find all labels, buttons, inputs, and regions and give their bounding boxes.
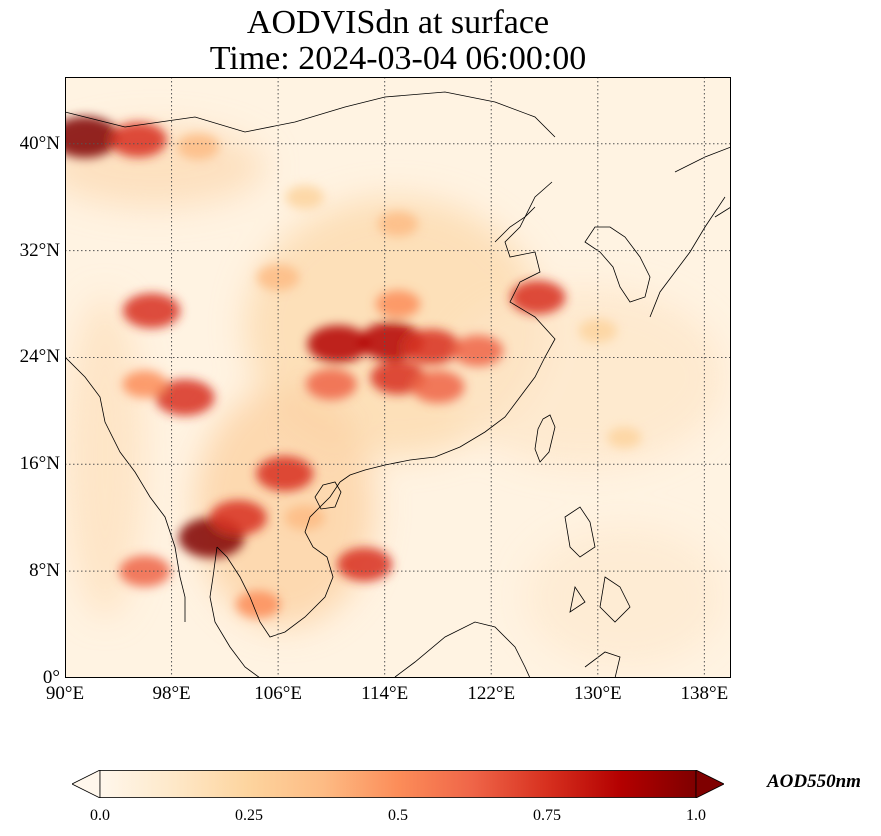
aod-hotspot	[65, 116, 119, 158]
aod-hotspot	[305, 368, 357, 400]
coastline-hainan	[314, 481, 342, 510]
coastline-malay-peninsula	[209, 546, 261, 678]
longitude-tick-label: 90°E	[45, 683, 85, 704]
latitude-tick-label: 32°N	[19, 239, 60, 261]
aod-hotspot	[122, 370, 168, 398]
coastline-korea	[584, 226, 651, 303]
aod-hotspot	[402, 329, 460, 365]
longitude-tick-label: 138°E	[680, 683, 729, 704]
aod-hotspot	[256, 456, 314, 492]
colorbar-label: AOD550nm	[767, 771, 861, 792]
aod-hotspot	[510, 280, 566, 315]
coastline-taiwan	[534, 414, 556, 463]
graticule	[65, 77, 731, 678]
aod-hotspot	[411, 370, 465, 404]
aod-hotspot	[578, 318, 618, 343]
coastline-philippines	[564, 506, 631, 623]
aod-hotspot	[452, 335, 504, 367]
latitude-tick-label: 8°N	[29, 560, 60, 582]
colorbar-tick-label: 0.25	[235, 807, 263, 824]
colorbar	[71, 769, 725, 799]
latitude-tick-label: 0°	[42, 667, 60, 688]
aod-hotspot	[155, 379, 215, 416]
aod-hotspot	[375, 290, 421, 318]
aod-hotspot	[607, 427, 642, 449]
aod-hotspot	[176, 133, 220, 160]
aod-hotspot	[284, 505, 326, 531]
coastline-northern-border	[65, 91, 556, 138]
aod-hotspot	[307, 325, 369, 363]
aod-hotspot	[235, 590, 281, 619]
latitude-tick-label: 16°N	[19, 453, 60, 475]
aod-hotspot	[119, 555, 171, 587]
longitude-tick-label: 98°E	[152, 683, 191, 704]
colorbar-tick-label: 0.0	[90, 807, 110, 824]
aod-hotspot-layer	[65, 116, 642, 619]
coastline-borneo	[394, 621, 531, 678]
aod-hotspot	[109, 122, 167, 158]
aod-hotspot	[337, 547, 393, 582]
aod-hotspot	[122, 293, 181, 329]
colorbar-tick-label: 0.75	[533, 807, 561, 824]
coastline-japan	[649, 146, 731, 318]
latitude-tick-label: 24°N	[19, 346, 60, 368]
colorbar-tick-label: 0.5	[388, 807, 408, 824]
longitude-tick-label: 106°E	[254, 683, 302, 704]
map-subtitle-time: Time: 2024-03-04 06:00:00	[209, 40, 587, 77]
colorbar-tick-label: 1.0	[686, 807, 706, 824]
coastline-myanmar-bay	[65, 356, 186, 622]
aod-hotspot	[377, 211, 419, 237]
aod-hotspot	[285, 185, 324, 210]
longitude-tick-label: 114°E	[361, 683, 409, 704]
coastline-layer	[65, 91, 731, 678]
longitude-tick-label: 122°E	[467, 683, 516, 704]
colorbar-gradient	[99, 770, 697, 798]
latitude-tick-label: 40°N	[19, 132, 60, 154]
coastline-sulawesi	[584, 651, 621, 678]
aod-hotspot	[209, 500, 267, 536]
map-title: AODVISdn at surface	[246, 4, 550, 41]
coastline-indochina	[216, 481, 341, 638]
colorbar-extend-max	[695, 769, 725, 799]
coastline-bohai	[494, 206, 536, 243]
longitude-tick-label: 130°E	[573, 683, 622, 704]
colorbar-extend-min	[71, 769, 101, 799]
aod-map	[65, 77, 731, 678]
